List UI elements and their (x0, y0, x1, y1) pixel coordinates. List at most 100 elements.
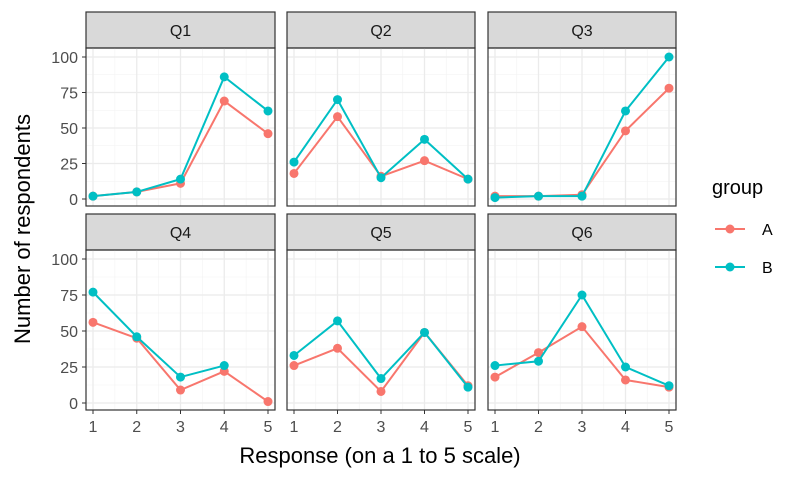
x-tick-label: 5 (264, 419, 273, 436)
panel-q6: Q6 1 2 3 4 5 (487, 213, 677, 436)
strip (286, 11, 476, 49)
strip-label: Q6 (571, 225, 592, 242)
data-point-b (132, 332, 142, 342)
panel-q4: Q4 0 25 50 75 100 1 2 3 4 5 (51, 213, 276, 436)
data-point-b (621, 106, 630, 116)
data-point-b (289, 350, 299, 360)
x-tick-label: 2 (534, 419, 543, 436)
y-tick-label: 50 (60, 121, 78, 138)
y-axis-label: Number of respondents (10, 114, 35, 344)
y-tick-label: 25 (60, 360, 78, 377)
data-point-a (263, 397, 273, 407)
data-point-a (219, 96, 229, 106)
y-tick-label: 100 (51, 50, 78, 67)
data-point-a (534, 348, 543, 358)
strip-label: Q4 (170, 225, 191, 242)
data-point-a (333, 112, 342, 122)
data-point-b (88, 191, 98, 201)
strip (85, 11, 276, 49)
panel-q1: Q1 0 25 50 75 100 (51, 11, 276, 209)
data-point-b (219, 72, 229, 82)
y-tick-label: 75 (60, 288, 78, 305)
strip-label: Q5 (370, 225, 391, 242)
legend-label-b: B (762, 260, 773, 277)
panel-border (487, 47, 677, 207)
panel-q2: Q2 (286, 11, 476, 207)
x-tick-label: 4 (220, 419, 229, 436)
data-point-a (490, 372, 500, 382)
panel-border (85, 47, 276, 207)
strip (487, 11, 677, 49)
strip (487, 213, 677, 251)
x-tick-label: 1 (491, 419, 500, 436)
data-point-b (176, 372, 185, 382)
legend-key-b (715, 262, 745, 272)
data-point-b (420, 134, 429, 144)
data-point-b (176, 174, 185, 184)
data-point-a (621, 375, 630, 385)
strip-label: Q2 (370, 23, 391, 40)
x-tick-label: 1 (89, 419, 98, 436)
y-tick-label: 0 (69, 396, 78, 413)
data-point-b (333, 316, 342, 326)
panel-q5: Q5 1 2 3 4 5 (286, 213, 476, 436)
x-tick-label: 3 (578, 419, 587, 436)
data-point-b (289, 157, 299, 167)
y-tick-label: 75 (60, 86, 78, 103)
data-point-b (490, 193, 500, 203)
data-point-b (132, 187, 142, 197)
x-tick-label: 1 (290, 419, 299, 436)
data-point-b (621, 362, 630, 372)
data-point-a (289, 361, 299, 371)
data-point-b (664, 381, 674, 391)
x-axis-label: Response (on a 1 to 5 scale) (239, 443, 520, 468)
data-point-a (263, 129, 273, 139)
data-point-b (333, 95, 342, 105)
data-point-a (88, 317, 98, 327)
y-tick-label: 0 (69, 192, 78, 209)
legend-label-a: A (762, 222, 773, 239)
series-line-b (92, 291, 225, 379)
legend-title: group (712, 177, 763, 199)
legend-key-a (715, 224, 745, 234)
data-point-b (88, 287, 98, 297)
x-tick-label: 2 (333, 419, 342, 436)
data-point-a (420, 156, 429, 166)
x-tick-label: 3 (176, 419, 185, 436)
strip (85, 213, 276, 251)
data-point-b (463, 382, 473, 392)
y-tick-label: 100 (51, 252, 78, 269)
data-point-b (664, 52, 674, 62)
data-point-a (376, 386, 386, 396)
data-point-b (534, 191, 543, 201)
data-point-b (577, 191, 587, 201)
data-point-b (263, 106, 273, 116)
strip-label: Q1 (170, 23, 191, 40)
data-point-a (577, 322, 587, 332)
data-point-a (621, 126, 630, 136)
panel-q3: Q3 (487, 11, 677, 207)
data-point-a (176, 385, 185, 395)
data-point-b (534, 356, 543, 366)
data-point-b (376, 374, 386, 384)
data-point-b (376, 173, 386, 183)
panel-border (286, 47, 476, 207)
y-tick-label: 50 (60, 324, 78, 341)
data-point-b (490, 361, 500, 371)
y-tick-label: 25 (60, 157, 78, 174)
x-tick-label: 5 (665, 419, 674, 436)
x-tick-label: 4 (621, 419, 630, 436)
data-point-a (664, 83, 674, 93)
x-tick-label: 4 (420, 419, 429, 436)
data-point-a (289, 168, 299, 178)
x-tick-label: 2 (132, 419, 141, 436)
data-point-b (420, 327, 429, 337)
strip-label: Q3 (571, 23, 592, 40)
x-tick-label: 5 (464, 419, 473, 436)
data-point-b (577, 290, 587, 300)
data-point-b (219, 361, 229, 371)
data-point-b (463, 174, 473, 184)
x-tick-label: 3 (377, 419, 386, 436)
